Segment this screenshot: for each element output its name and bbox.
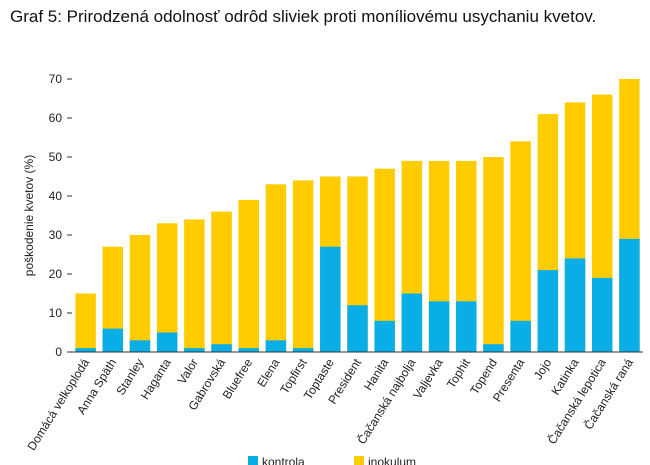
bar-kontrola (75, 348, 96, 352)
y-tick-label: 50 (49, 150, 63, 164)
y-tick-label: 30 (49, 228, 63, 242)
bar-kontrola (401, 293, 423, 352)
y-tick-label: 70 (49, 72, 63, 86)
bar-kontrola (428, 301, 450, 352)
chart-title: Graf 5: Prirodzená odolnosť odrôd slivie… (10, 7, 597, 26)
y-tick-label: 60 (49, 111, 63, 125)
legend-swatch-inokulum (354, 456, 364, 465)
bar-kontrola (156, 332, 178, 352)
legend-label-inokulum: inokulum (368, 455, 416, 465)
bar-inokulum (238, 199, 259, 352)
bar-inokulum (102, 246, 124, 352)
bar-kontrola (510, 320, 531, 352)
bar-inokulum (483, 157, 504, 352)
bar-inokulum (265, 184, 287, 352)
bar-kontrola (238, 348, 259, 352)
bar-kontrola (483, 344, 504, 352)
bar-inokulum (129, 235, 151, 352)
bar-kontrola (292, 348, 314, 352)
y-tick-label: 20 (49, 267, 63, 281)
y-tick-label: 10 (49, 306, 63, 320)
x-tick-label: Jojo (531, 356, 555, 382)
bar-kontrola (211, 344, 232, 352)
bar-kontrola (320, 246, 341, 352)
bar-kontrola (591, 277, 613, 352)
bar-kontrola (347, 305, 368, 352)
y-axis-label: poškodenie kvetov (%) (22, 155, 36, 276)
bar-kontrola (184, 348, 205, 352)
legend-swatch-kontrola (248, 456, 258, 465)
bar-kontrola (265, 340, 287, 352)
bar-kontrola (102, 328, 124, 352)
y-tick-label: 0 (55, 345, 62, 359)
bar-inokulum (374, 168, 395, 352)
bar-inokulum (510, 141, 531, 352)
bar-kontrola (456, 301, 477, 352)
legend-label-kontrola: kontrola (262, 455, 305, 465)
y-tick-label: 40 (49, 189, 63, 203)
bar-inokulum (75, 293, 96, 352)
bar-inokulum (184, 219, 205, 352)
bar-inokulum (156, 223, 178, 352)
bar-inokulum (211, 211, 232, 352)
bar-kontrola (537, 270, 559, 352)
bar-inokulum (292, 180, 314, 352)
bar-kontrola (564, 258, 586, 352)
bar-kontrola (374, 320, 395, 352)
bar-kontrola (129, 340, 151, 352)
bar-kontrola (619, 238, 640, 352)
x-tick-label: Elena (254, 356, 282, 390)
x-tick-label: Valor (175, 356, 201, 386)
